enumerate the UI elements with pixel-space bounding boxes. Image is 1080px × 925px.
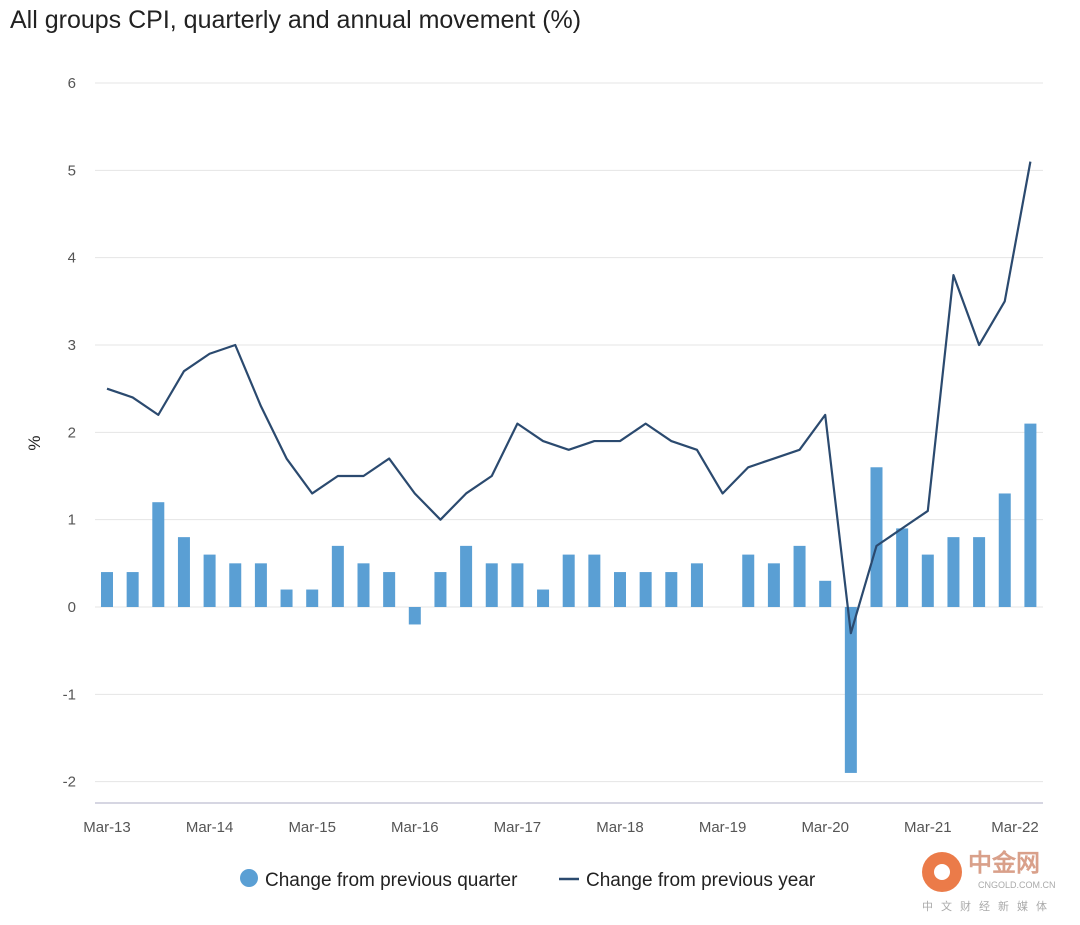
bar <box>434 572 447 607</box>
y-tick-label: 3 <box>68 337 76 354</box>
bar <box>767 563 780 607</box>
legend-bar-marker <box>240 869 258 887</box>
bar <box>870 467 883 607</box>
bar <box>152 502 165 607</box>
bar <box>306 589 319 607</box>
y-tick-label: 5 <box>68 162 76 179</box>
bar <box>588 554 601 607</box>
bar <box>562 554 575 607</box>
y-tick-label: 4 <box>68 250 76 267</box>
y-tick-label: 0 <box>68 599 76 616</box>
bar <box>665 572 678 607</box>
bar <box>254 563 267 607</box>
legend-line-label: Change from previous year <box>586 870 816 891</box>
bar <box>921 554 934 607</box>
bar <box>357 563 370 607</box>
watermark-domain: CNGOLD.COM.CN <box>978 880 1056 890</box>
bar <box>973 537 986 607</box>
bar <box>203 554 216 607</box>
cngold-logo-icon <box>922 852 962 892</box>
bar <box>639 572 652 607</box>
bar <box>460 545 473 607</box>
bar <box>408 607 421 625</box>
x-tick-label: Mar-14 <box>186 819 234 836</box>
bar <box>819 580 832 607</box>
bar <box>331 545 344 607</box>
x-tick-label: Mar-18 <box>596 819 644 836</box>
x-tick-label: Mar-20 <box>801 819 849 836</box>
y-tick-label: -1 <box>63 686 76 703</box>
bar <box>511 563 524 607</box>
bar <box>947 537 960 607</box>
bar <box>690 563 703 607</box>
y-tick-label: 1 <box>68 512 76 529</box>
x-tick-label: Mar-22 <box>991 819 1039 836</box>
bar <box>229 563 242 607</box>
x-tick-label: Mar-17 <box>494 819 542 836</box>
annual-change-line <box>106 161 1032 635</box>
x-tick-label: Mar-21 <box>904 819 952 836</box>
bar <box>383 572 396 607</box>
bar <box>177 537 190 607</box>
bar <box>896 528 909 607</box>
bar <box>126 572 139 607</box>
bar <box>998 493 1011 607</box>
bar <box>844 607 857 773</box>
bar <box>537 589 550 607</box>
legend-bar-label: Change from previous quarter <box>265 870 518 891</box>
legend: Change from previous quarter Change from… <box>240 869 816 891</box>
x-tick-label: Mar-16 <box>391 819 439 836</box>
bar <box>485 563 498 607</box>
y-tick-label: -2 <box>63 774 76 791</box>
x-tick-label: Mar-19 <box>699 819 747 836</box>
bar <box>1024 423 1037 607</box>
cngold-watermark-logo: 中金网 CNGOLD.COM.CN 中文财经新媒体 <box>918 848 1074 920</box>
x-tick-label: Mar-15 <box>288 819 336 836</box>
y-axis-label: % <box>25 435 44 450</box>
watermark-brand: 中金网 <box>968 849 1040 877</box>
y-tick-label: 6 <box>68 75 76 92</box>
x-tick-label: Mar-13 <box>83 819 131 836</box>
bar <box>101 572 113 607</box>
bar <box>614 572 626 607</box>
chart-title: All groups CPI, quarterly and annual mov… <box>10 6 582 34</box>
bar <box>793 545 806 607</box>
bar <box>742 554 755 607</box>
bar <box>280 589 293 607</box>
y-tick-label: 2 <box>68 424 76 441</box>
watermark-tagline: 中文财经新媒体 <box>922 900 1055 913</box>
